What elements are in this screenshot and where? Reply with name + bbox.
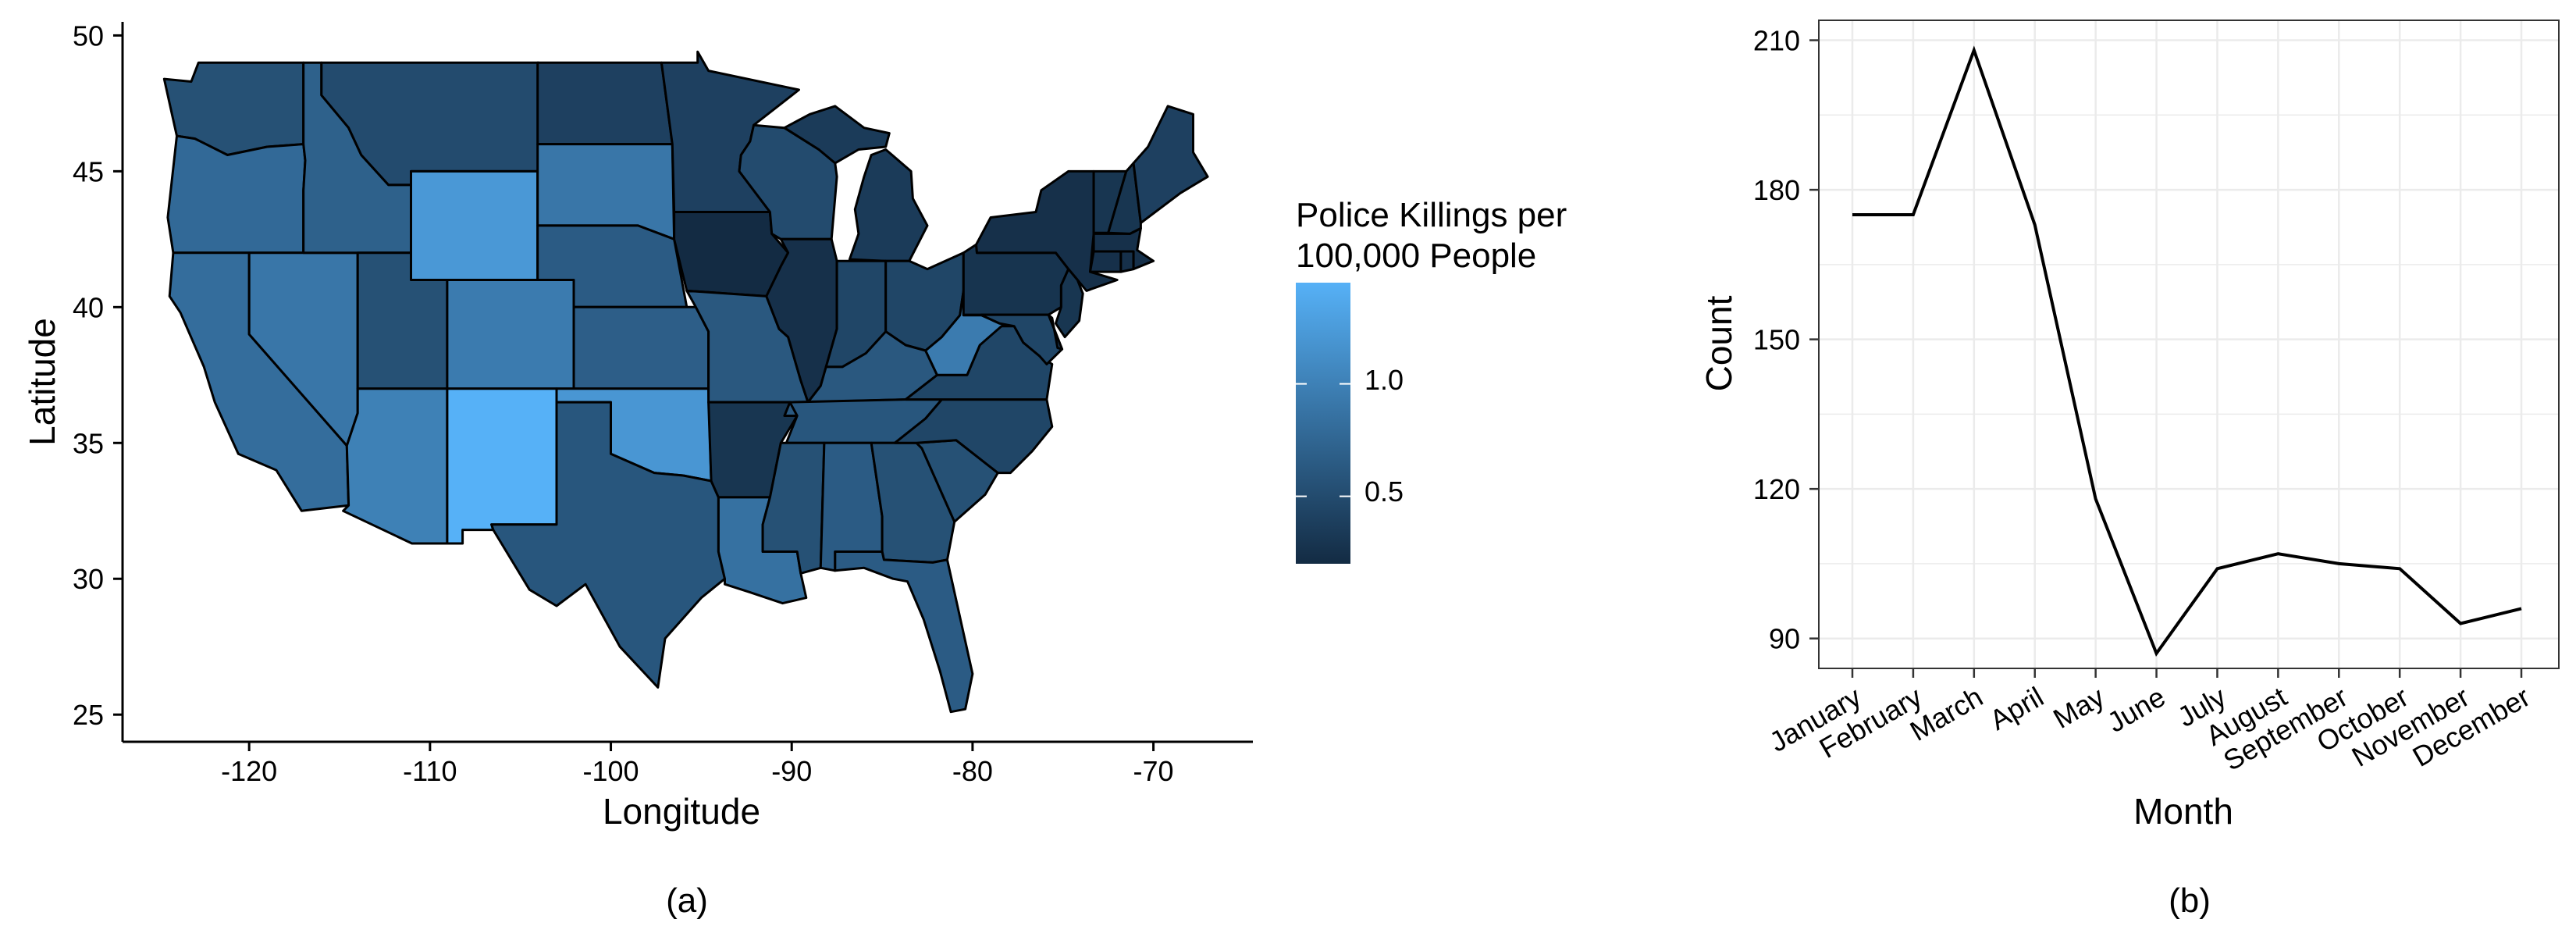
state-mi [783, 105, 891, 165]
state-ri [1119, 250, 1135, 273]
y-tick-label: 35 [73, 427, 104, 459]
plot-border [1818, 20, 2560, 669]
x-tick-label: -90 [771, 755, 812, 787]
state-az [342, 387, 449, 545]
x-tick-label: May [2048, 680, 2109, 735]
state-mi [848, 148, 929, 262]
y-tick-label: 150 [1753, 324, 1800, 356]
legend-ticks [1296, 383, 1350, 497]
state-de [1047, 313, 1064, 351]
x-tick-label: -120 [221, 755, 277, 787]
y-tick-label: 90 [1769, 623, 1800, 655]
y-tick-label: 50 [73, 20, 104, 52]
legend: Police Killings per 100,000 People 1.0 0… [1296, 196, 1567, 564]
y-axis-title: Count [1699, 295, 1739, 391]
x-tick-label: -70 [1133, 755, 1174, 787]
x-tick-label: -110 [403, 755, 457, 787]
y-tick-label: 210 [1753, 25, 1800, 57]
y-tick-label: 180 [1753, 174, 1800, 206]
map-x-ticks: -120 -110 -100 -90 -80 -70 [221, 742, 1174, 787]
state-nd [536, 61, 674, 146]
state-co [446, 279, 575, 390]
map-panel: -120 -110 -100 -90 -80 -70 25 30 35 40 45 50 Longi… [22, 20, 1567, 920]
line-grid [1819, 20, 2559, 668]
state-ks [572, 305, 710, 390]
x-tick-label: -100 [583, 755, 639, 787]
y-tick-label: 30 [73, 563, 104, 595]
x-tick-label: April [1984, 680, 2049, 736]
state-or [166, 134, 307, 255]
legend-title-line-2: 100,000 People [1296, 237, 1536, 275]
map-y-ticks: 25 30 35 40 45 50 [73, 20, 123, 731]
state-nc [893, 398, 1054, 475]
panel-b-caption: (b) [2169, 882, 2211, 920]
state-me [1132, 105, 1209, 224]
y-tick-label: 120 [1753, 473, 1800, 505]
y-tick-label: 40 [73, 291, 104, 323]
state-pa [962, 243, 1070, 316]
x-tick-label: June [2101, 680, 2170, 739]
plot-background [1819, 20, 2559, 668]
state-wy [410, 169, 539, 281]
state-nj [1055, 268, 1084, 339]
map-states [162, 50, 1209, 714]
y-axis-title: Latitude [22, 318, 62, 446]
state-fl [834, 550, 974, 714]
legend-tick-label: 0.5 [1364, 476, 1404, 508]
series-line [1852, 45, 2522, 657]
x-tick-label: -80 [952, 755, 993, 787]
panel-a-caption: (a) [666, 882, 708, 920]
line-y-ticks: 90 120 150 180 210 [1753, 25, 1819, 655]
x-axis-title: Longitude [603, 791, 760, 832]
legend-colorbar [1296, 283, 1350, 564]
y-tick-label: 45 [73, 155, 104, 187]
state-nm [446, 387, 558, 545]
legend-title-line-1: Police Killings per [1296, 196, 1567, 234]
x-axis-title: Month [2133, 791, 2233, 832]
state-ct [1089, 250, 1123, 273]
legend-tick-label: 1.0 [1364, 364, 1404, 396]
y-tick-label: 25 [73, 699, 104, 731]
